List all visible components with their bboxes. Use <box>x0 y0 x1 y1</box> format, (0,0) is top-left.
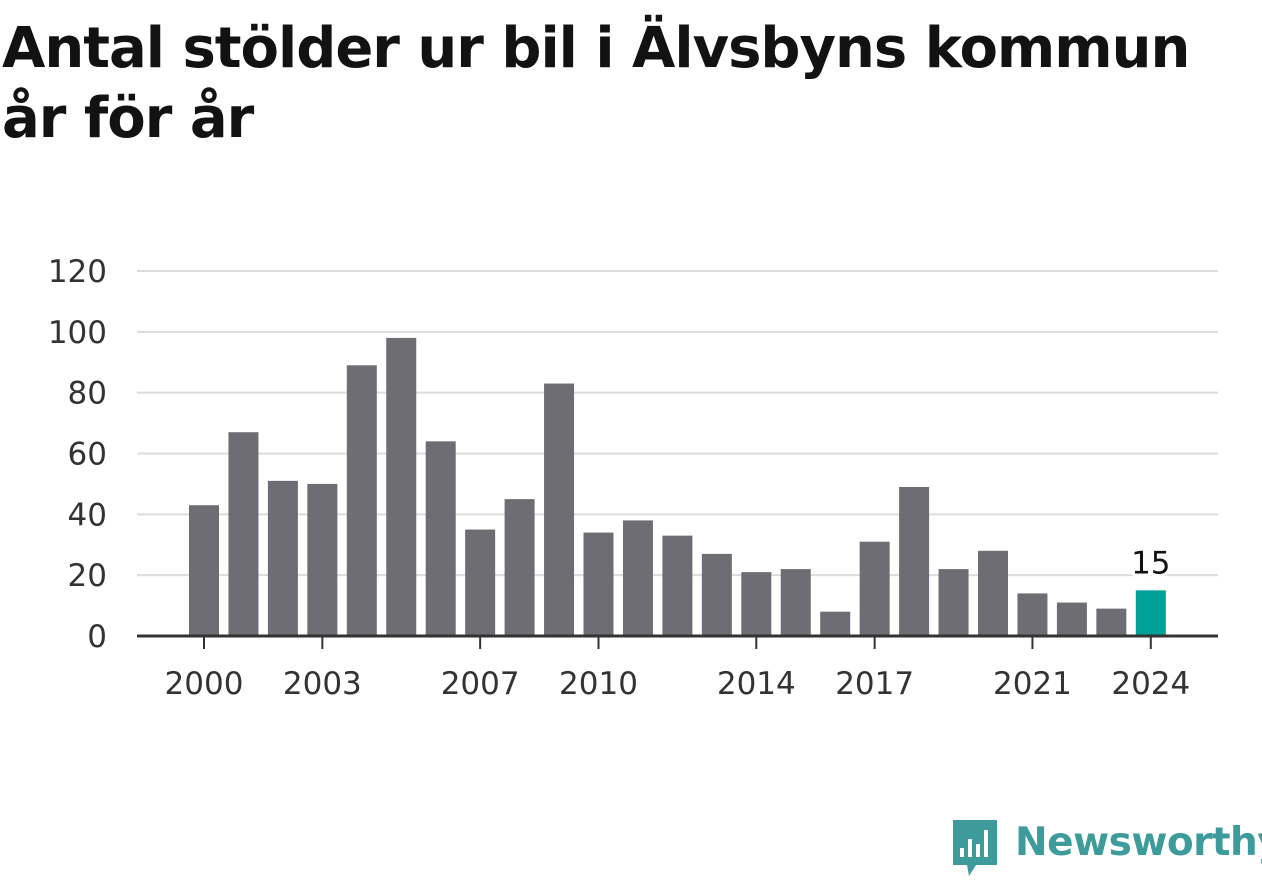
x-tick-label: 2000 <box>165 666 244 702</box>
y-tick-label: 20 <box>68 558 107 594</box>
bar <box>346 365 377 636</box>
y-tick-label: 60 <box>68 437 107 473</box>
x-tick-label: 2017 <box>835 666 914 702</box>
bar <box>1056 602 1087 636</box>
brand-name: Newsworthy <box>1015 820 1262 865</box>
grid-lines <box>137 270 1218 577</box>
chart-title: Antal stölder ur bil i Älvsbyns kommun å… <box>2 16 1190 151</box>
y-tick-label: 80 <box>68 376 107 412</box>
x-tick-label: 2007 <box>441 666 520 702</box>
bar-value-label: 15 <box>1131 545 1170 581</box>
bar <box>859 541 890 636</box>
x-tick-label: 2021 <box>993 666 1072 702</box>
bar <box>267 480 298 636</box>
bar <box>1096 608 1127 636</box>
bar <box>465 529 496 636</box>
brand-logo: Newsworthy <box>950 818 1262 880</box>
x-tick-label: 2003 <box>283 666 362 702</box>
y-tick-label: 40 <box>68 497 107 533</box>
highlight-bar <box>1135 590 1166 636</box>
bar <box>701 553 732 636</box>
x-tick-label: 2014 <box>717 666 796 702</box>
y-tick-label: 100 <box>48 315 107 351</box>
bar <box>583 532 614 636</box>
bar <box>662 535 693 636</box>
bar <box>820 611 851 636</box>
labels: 0 20 40 60 80 100 120 15 2000 2003 2007 2010 2014 201… <box>48 254 1190 702</box>
bar <box>504 499 535 636</box>
bar <box>780 569 811 636</box>
bar <box>307 483 338 636</box>
y-tick-label: 120 <box>48 254 107 290</box>
bar <box>622 520 653 636</box>
bar <box>386 337 417 636</box>
newsworthy-logo-icon <box>953 820 997 876</box>
bar <box>228 432 259 636</box>
y-tick-label: 0 <box>87 619 107 655</box>
x-tick-label: 2024 <box>1111 666 1190 702</box>
bar <box>189 505 219 636</box>
bar <box>1017 593 1048 636</box>
x-tick-label: 2010 <box>559 666 638 702</box>
bars <box>189 337 1166 636</box>
bar <box>899 486 930 636</box>
bar <box>425 441 456 636</box>
bar <box>544 383 575 636</box>
axes <box>137 634 1218 649</box>
bar <box>741 572 772 636</box>
bar <box>938 569 969 636</box>
bar <box>978 550 1008 636</box>
